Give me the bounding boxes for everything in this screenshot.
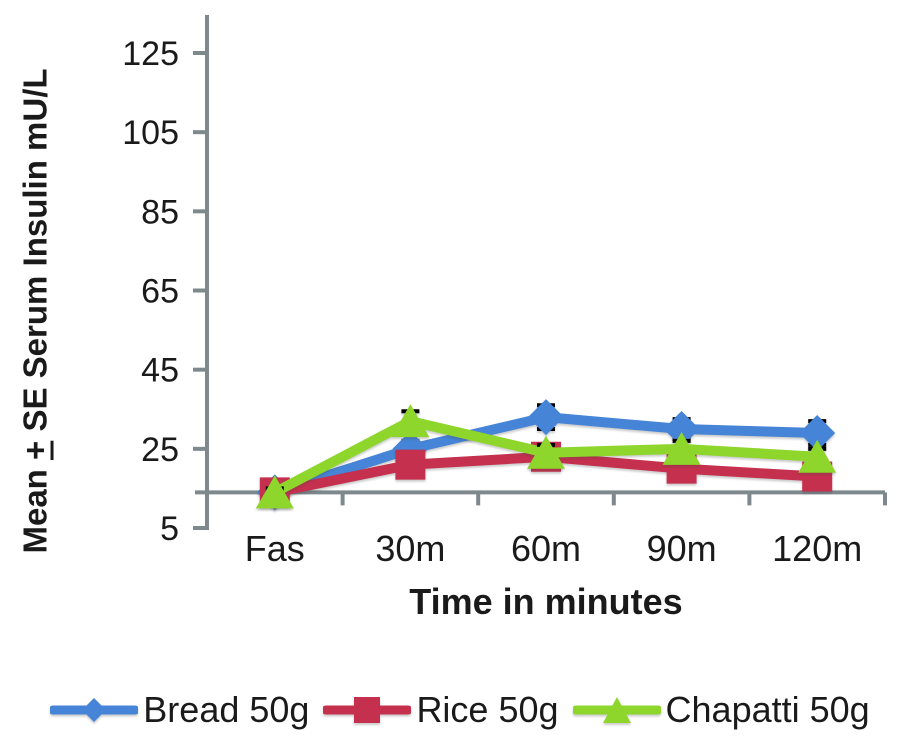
- y-axis-title-text: Mean + SE Serum Insulin mU/L: [17, 68, 55, 553]
- data-point-marker: [663, 411, 700, 448]
- square-marker-icon: [354, 697, 381, 723]
- bread-line-diamond-icon: [50, 698, 139, 722]
- chapatti-line-triangle-icon: [572, 697, 661, 723]
- legend-label-bread: Bread 50g: [143, 689, 310, 730]
- data-point-marker: [799, 415, 836, 451]
- y-tick-label: 45: [141, 352, 179, 390]
- data-point-marker: [255, 475, 294, 509]
- y-title-rest: SE Serum Insulin mU/L: [17, 68, 55, 441]
- series-chapatti-50g: [255, 404, 837, 509]
- x-category-label: 60m: [511, 528, 581, 569]
- y-tick-label: 25: [141, 431, 179, 469]
- legend-label-rice: Rice 50g: [416, 689, 559, 730]
- x-category-label: Fas: [245, 528, 305, 569]
- legend-item-rice: Rice 50g: [323, 689, 559, 731]
- data-point-marker: [528, 399, 564, 436]
- y-axis-title: Mean + SE Serum Insulin mU/L: [0, 0, 72, 622]
- diamond-marker-icon: [82, 698, 107, 722]
- y-tick-label: 5: [160, 510, 179, 548]
- triangle-marker-icon: [602, 697, 631, 723]
- data-point-marker: [391, 404, 430, 438]
- y-title-plus-minus: +: [17, 440, 55, 460]
- data-point-marker: [395, 449, 426, 480]
- data-point-marker: [662, 431, 701, 465]
- legend-item-bread: Bread 50g: [50, 689, 309, 731]
- y-tick-label: 105: [122, 114, 179, 152]
- y-tick-label: 85: [141, 193, 179, 231]
- x-category-label: 120m: [772, 528, 862, 569]
- data-point-marker: [798, 439, 837, 473]
- legend: Bread 50g Rice 50g Chapatti 50g: [0, 682, 920, 738]
- x-axis-title: Time in minutes: [409, 581, 683, 622]
- data-point-marker: [527, 435, 565, 469]
- legend-item-chapatti: Chapatti 50g: [572, 689, 870, 731]
- y-tick-label: 125: [122, 35, 179, 73]
- x-category-label: 30m: [375, 528, 445, 569]
- legend-label-chapatti: Chapatti 50g: [665, 689, 870, 730]
- x-category-label: 90m: [647, 528, 717, 569]
- y-title-prefix: Mean: [17, 459, 55, 554]
- y-tick-label: 65: [141, 273, 179, 311]
- rice-line-square-icon: [323, 697, 412, 723]
